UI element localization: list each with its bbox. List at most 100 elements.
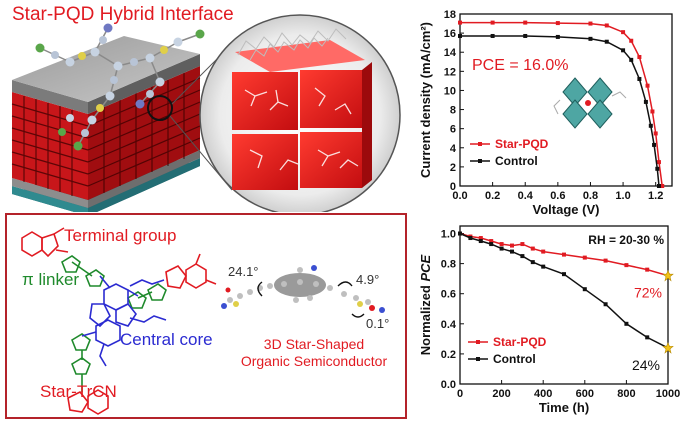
x-axis-label: Voltage (V) (533, 202, 600, 217)
data-point (555, 34, 560, 39)
data-point (520, 254, 525, 259)
endpoint-star (662, 269, 674, 282)
x-tick-label: 600 (576, 388, 594, 400)
legend-marker (478, 142, 482, 146)
zoom-circle (199, 14, 401, 212)
data-point (582, 255, 587, 260)
y-tick-label: 4 (450, 143, 457, 155)
torsion-angle-c: 0.1° (366, 316, 390, 331)
data-point (478, 239, 483, 244)
data-point (523, 20, 528, 25)
y-tick-label: 18 (444, 9, 456, 21)
semiconductor-line-1: 3D Star-Shaped (263, 336, 365, 352)
data-point (604, 23, 609, 28)
data-point (604, 39, 609, 44)
x-tick-label: 0.8 (583, 190, 598, 202)
data-point (624, 263, 629, 268)
y-tick-label: 10 (444, 85, 456, 97)
x-tick-label: 0 (457, 388, 463, 400)
x-tick-label: 0.2 (485, 190, 500, 202)
data-point (458, 231, 462, 236)
data-point (541, 264, 546, 269)
pce-annotation: PCE = 16.0% (472, 57, 569, 74)
perovskite-illustration (11, 14, 401, 212)
data-point (562, 252, 566, 257)
ligand-molecules (35, 23, 205, 151)
semiconductor-line-2: Organic Semiconductor (240, 353, 388, 369)
data-point (603, 302, 608, 307)
y-tick-label: 1.0 (441, 229, 456, 241)
data-point (656, 184, 661, 188)
y-tick-label: 12 (444, 66, 456, 78)
data-point (645, 83, 650, 88)
series-line-control (460, 35, 660, 187)
x-tick-label: 0.4 (518, 190, 534, 202)
data-point (478, 236, 483, 241)
rh-annotation: RH = 20-30 % (588, 233, 664, 247)
x-tick-label: 1000 (656, 388, 680, 400)
y-axis-label: Current density (mA/cm²) (418, 22, 433, 178)
data-point (624, 321, 629, 326)
y-tick-label: 0.0 (441, 379, 456, 391)
data-point (645, 267, 650, 272)
molecule-structure (21, 227, 385, 415)
data-point (490, 33, 495, 38)
torsion-angle-b: 4.9° (356, 272, 380, 287)
octahedron (587, 99, 613, 129)
data-point (637, 55, 642, 59)
data-point (582, 287, 587, 292)
y-tick-label: 6 (450, 124, 456, 136)
data-point (621, 30, 626, 35)
data-point (656, 160, 661, 165)
data-point (523, 33, 528, 38)
data-point (555, 21, 560, 26)
data-point (637, 76, 642, 81)
end-label-star-pqd: 72% (634, 285, 662, 301)
y-tick-label: 14 (444, 47, 457, 59)
x-tick-label: 1.2 (648, 190, 663, 202)
legend-marker (476, 340, 480, 344)
x-tick-label: 800 (617, 388, 635, 400)
data-point (530, 246, 535, 251)
y-tick-label: 2 (450, 162, 456, 174)
endpoint-star (662, 342, 674, 354)
data-point (645, 335, 650, 340)
torsion-angle-a: 24.1° (228, 264, 259, 279)
ligand-wisp (553, 91, 627, 115)
y-tick-label: 16 (444, 28, 456, 40)
x-tick-label: 0.6 (550, 190, 565, 202)
figure-title: Star-PQD Hybrid Interface (12, 4, 234, 25)
data-point (643, 99, 648, 104)
data-point (490, 20, 495, 25)
y-axis-label: Normalized PCE (418, 254, 433, 355)
series-line-starpqd (460, 21, 663, 187)
plot-frame (459, 225, 669, 385)
octahedron (562, 99, 588, 129)
legend-label: Star-PQD (495, 137, 549, 151)
data-point (629, 57, 634, 62)
data-point (562, 272, 566, 277)
cation-atom (585, 100, 591, 106)
zoom-marker (147, 95, 173, 121)
data-point (510, 243, 514, 248)
data-point (648, 123, 653, 128)
y-tick-label: 0 (450, 181, 456, 193)
data-point (489, 239, 494, 244)
crystal-inset (553, 77, 627, 129)
legend-label: Star-PQD (493, 335, 547, 349)
device-stack (11, 36, 201, 212)
data-point (510, 249, 514, 254)
data-point (588, 21, 593, 26)
x-tick-label: 400 (534, 388, 552, 400)
data-point (650, 109, 655, 114)
y-tick-label: 8 (450, 105, 456, 117)
data-point (629, 38, 634, 43)
data-point (489, 242, 494, 247)
data-point (660, 184, 665, 188)
data-point (653, 131, 658, 136)
data-point (621, 48, 626, 53)
molecule-panel (5, 213, 407, 419)
data-point (655, 166, 660, 171)
x-tick-label: 200 (492, 388, 510, 400)
